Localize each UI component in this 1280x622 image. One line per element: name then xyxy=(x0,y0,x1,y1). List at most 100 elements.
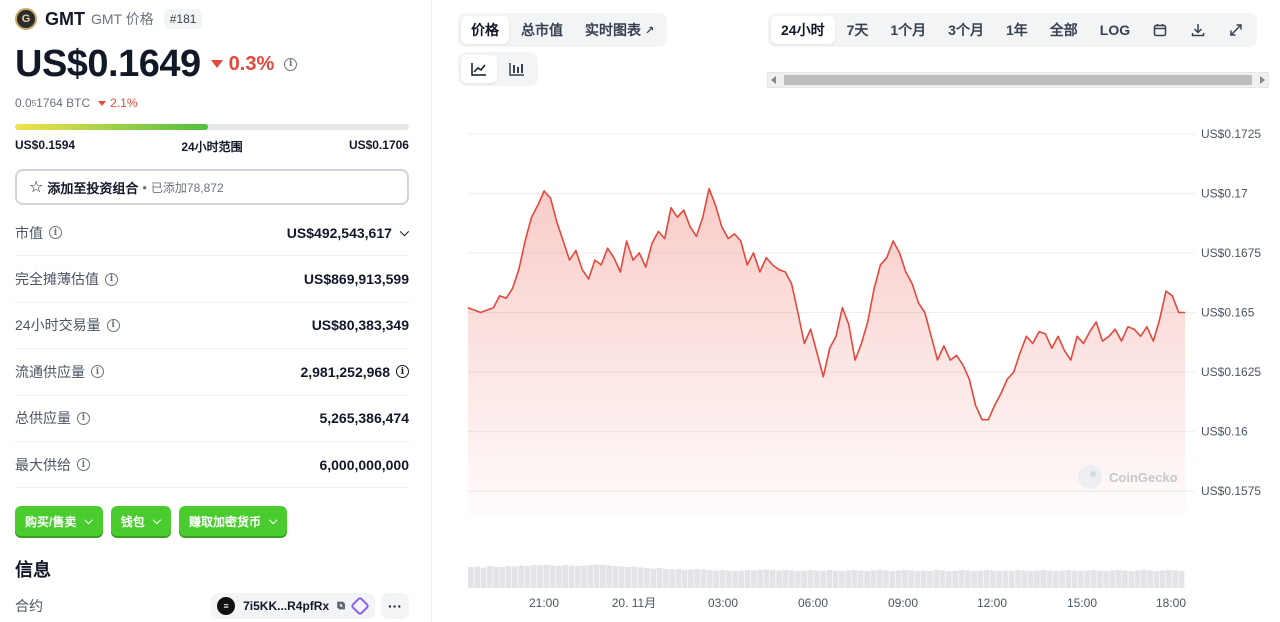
x-tick-label: 03:00 xyxy=(708,596,738,610)
info-icon[interactable]: i xyxy=(106,318,120,332)
tab-1y[interactable]: 1年 xyxy=(1005,22,1028,38)
volume-bar xyxy=(543,565,550,588)
download-button[interactable] xyxy=(1180,16,1216,44)
wallet-button[interactable]: 钱包 ⌵ xyxy=(110,506,172,536)
volume-bar xyxy=(1071,570,1078,588)
fullscreen-button[interactable] xyxy=(1218,16,1254,44)
down-triangle-icon xyxy=(210,60,223,68)
tab-24h[interactable]: 24小时 xyxy=(771,16,835,44)
volume-bar xyxy=(958,570,965,588)
volume-bar xyxy=(738,570,745,588)
chevron-down-icon: ⌵ xyxy=(84,514,93,527)
tab-1m[interactable]: 1个月 xyxy=(890,22,927,38)
volume-bar xyxy=(625,567,631,588)
info-icon[interactable]: i xyxy=(77,458,90,472)
candlestick-icon xyxy=(509,63,524,76)
contract-address-chip[interactable]: ≡ 7i5KK...R4pfRx ⧉ xyxy=(211,593,375,619)
volume-bar xyxy=(1078,571,1084,588)
y-tick-label: US$0.1725 xyxy=(1201,127,1261,141)
stat-label-text: 24小时交易量 xyxy=(15,317,101,334)
info-icon[interactable]: i xyxy=(284,57,298,71)
volume-bar xyxy=(468,567,474,588)
volume-bar xyxy=(902,570,908,588)
portfolio-added-count: 已添加78,872 xyxy=(150,180,224,195)
stat-value-text: 2,981,252,968 xyxy=(300,363,390,380)
add-to-portfolio-button[interactable]: ☆ 添加至投资组合 • 已添加78,872 xyxy=(15,169,409,205)
tab-log[interactable]: LOG xyxy=(1099,22,1131,38)
stat-label-text: 市值 xyxy=(15,224,43,241)
volume-bar xyxy=(914,571,921,588)
volume-bar xyxy=(1115,570,1122,588)
volume-bar xyxy=(675,569,682,588)
current-price: US$0.1649 xyxy=(15,42,201,85)
calendar-button[interactable] xyxy=(1142,16,1178,44)
volume-bar xyxy=(505,566,512,588)
volume-bar xyxy=(1027,571,1034,588)
volume-bar xyxy=(480,567,487,588)
volume-bar xyxy=(631,566,638,588)
volume-bar xyxy=(524,566,531,588)
stat-label-fdv: 完全摊薄估值 i xyxy=(15,269,118,289)
tab-market-cap[interactable]: 总市值 xyxy=(521,22,563,38)
scroll-right-arrow-icon[interactable] xyxy=(1260,76,1265,84)
volume-bar xyxy=(801,570,807,588)
expand-icon xyxy=(1230,24,1242,36)
volume-bar xyxy=(537,565,543,588)
scroll-left-arrow-icon[interactable] xyxy=(771,76,776,84)
info-icon[interactable]: i xyxy=(105,272,118,286)
contract-label: 合约 xyxy=(15,598,43,614)
watermark-text: CoinGecko xyxy=(1109,470,1178,485)
tab-all[interactable]: 全部 xyxy=(1049,22,1078,38)
info-icon[interactable]: i xyxy=(396,365,409,379)
more-button[interactable]: ··· xyxy=(381,593,409,619)
volume-bar xyxy=(581,565,587,588)
volume-bar xyxy=(568,565,575,588)
stat-value-market-cap[interactable]: US$492,543,617 ⌵ xyxy=(287,225,409,241)
solana-icon: ≡ xyxy=(217,597,236,615)
volume-bar xyxy=(776,570,782,588)
scrollbar-thumb[interactable] xyxy=(784,75,1252,85)
info-icon[interactable]: i xyxy=(91,365,104,379)
candlestick-chart-button[interactable] xyxy=(499,55,535,83)
buy-sell-button[interactable]: 购买/售卖 ⌵ xyxy=(15,506,103,536)
price-chart[interactable]: US$0.1575 US$0.16 US$0.1625 US$0.165 US$0.16… xyxy=(433,0,1280,622)
line-chart-button[interactable] xyxy=(461,55,497,83)
tab-3m[interactable]: 3个月 xyxy=(948,22,984,38)
volume-bar xyxy=(663,569,669,588)
volume-bar xyxy=(1153,571,1160,588)
tab-7d[interactable]: 7天 xyxy=(846,22,869,38)
volume-bar xyxy=(574,566,581,588)
info-icon[interactable]: i xyxy=(77,411,90,425)
volume-bar xyxy=(1021,570,1028,588)
coin-header: G GMT GMT 价格 #181 xyxy=(15,8,203,30)
contract-controls: ≡ 7i5KK...R4pfRx ⧉ ··· xyxy=(211,593,409,619)
volume-bar xyxy=(499,567,506,588)
tab-price[interactable]: 价格 xyxy=(461,16,509,44)
btc-price-suffix: 1764 BTC xyxy=(36,96,91,110)
price-area-fill xyxy=(468,188,1185,515)
volume-bar xyxy=(1141,570,1147,588)
earn-crypto-button[interactable]: 赚取加密货币 ⌵ xyxy=(179,506,288,536)
volume-bar xyxy=(933,570,940,588)
stat-row-market-cap: 市值 i US$492,543,617 ⌵ xyxy=(15,210,409,257)
volume-bar xyxy=(1096,570,1103,588)
chevron-down-icon: ⌵ xyxy=(269,514,278,527)
wallet-label: 钱包 xyxy=(120,514,145,529)
coin-overview-panel: G GMT GMT 价格 #181 US$0.1649 0.3% i 0.0 5 1… xyxy=(0,0,432,622)
volume-bar xyxy=(788,570,795,588)
info-icon[interactable]: i xyxy=(49,226,62,240)
copy-icon[interactable]: ⧉ xyxy=(337,599,345,612)
volume-bar xyxy=(964,570,971,588)
x-tick-label: 06:00 xyxy=(798,596,828,610)
coingecko-logo-eye xyxy=(1090,471,1096,477)
volume-bar xyxy=(876,570,883,588)
chart-scrollbar[interactable] xyxy=(767,72,1269,88)
stat-row-volume: 24小时交易量 i US$80,383,349 xyxy=(15,303,409,350)
volume-bar xyxy=(751,570,757,588)
coingecko-logo-icon xyxy=(1078,465,1102,489)
tab-live-chart[interactable]: 实时图表 ↗ xyxy=(575,16,664,44)
volume-bar xyxy=(744,570,751,588)
download-icon xyxy=(1191,24,1205,37)
explorer-icon[interactable] xyxy=(350,596,370,616)
contract-address: 7i5KK...R4pfRx xyxy=(243,599,330,613)
